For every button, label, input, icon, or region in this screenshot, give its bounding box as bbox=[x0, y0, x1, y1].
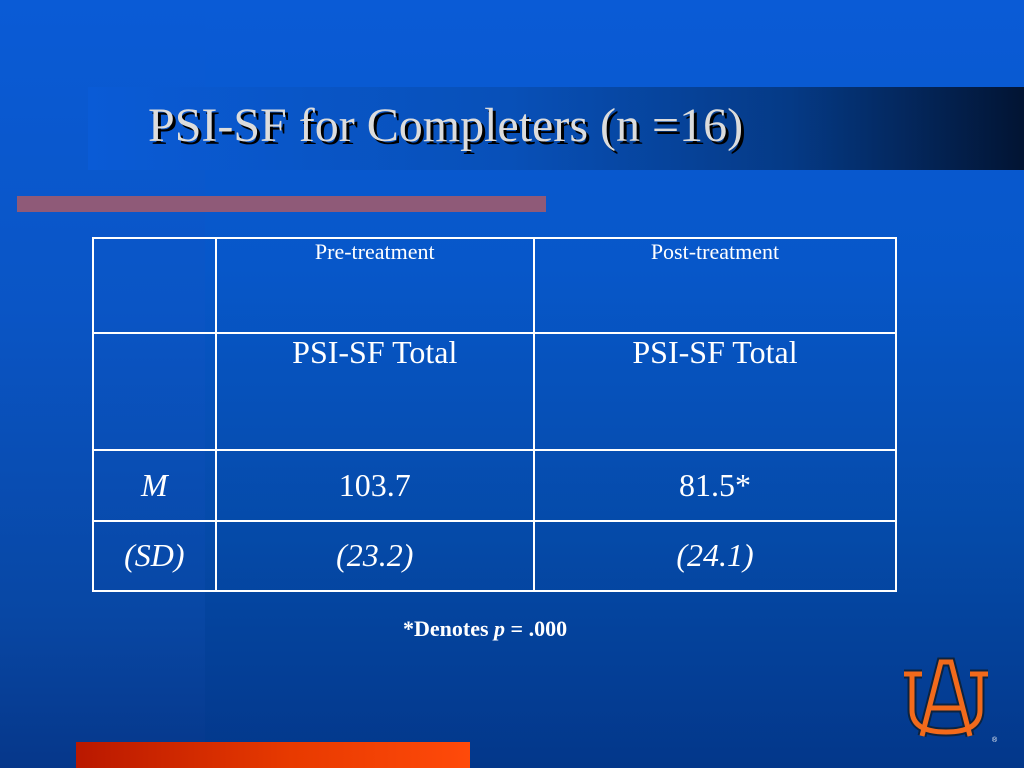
table-row: (SD) (23.2) (24.1) bbox=[92, 519, 898, 593]
row-label bbox=[92, 331, 217, 451]
au-logo-icon: ® bbox=[904, 657, 998, 744]
bottom-accent-bar bbox=[76, 742, 470, 768]
row-label: (SD) bbox=[92, 519, 217, 593]
table-row: PSI-SF Total PSI-SF Total bbox=[92, 331, 898, 451]
header-cell-empty bbox=[92, 237, 217, 334]
note-prefix: *Denotes bbox=[403, 616, 495, 641]
post-cell: (24.1) bbox=[532, 519, 898, 593]
header-cell-post-treatment: Post-treatment bbox=[532, 237, 898, 334]
note-suffix: = .000 bbox=[505, 616, 568, 641]
post-cell: PSI-SF Total bbox=[532, 331, 898, 451]
note-p-symbol: p bbox=[494, 616, 506, 641]
table-row: M 103.7 81.5* bbox=[92, 448, 898, 522]
significance-note: *Denotes p = .000 bbox=[403, 616, 567, 642]
header-cell-pre-treatment: Pre-treatment bbox=[214, 237, 535, 334]
post-cell: 81.5* bbox=[532, 448, 898, 522]
registered-mark: ® bbox=[992, 736, 998, 744]
row-label: M bbox=[92, 448, 217, 522]
title-band bbox=[88, 87, 1024, 170]
psi-sf-table: Pre-treatment Post-treatment PSI-SF Tota… bbox=[92, 237, 898, 593]
pre-cell: PSI-SF Total bbox=[214, 331, 535, 451]
title-underline-bar bbox=[17, 196, 546, 212]
table-header-row: Pre-treatment Post-treatment bbox=[92, 237, 898, 334]
pre-cell: (23.2) bbox=[214, 519, 535, 593]
slide-title: PSI-SF for Completers (n =16) bbox=[148, 99, 744, 152]
pre-cell: 103.7 bbox=[214, 448, 535, 522]
